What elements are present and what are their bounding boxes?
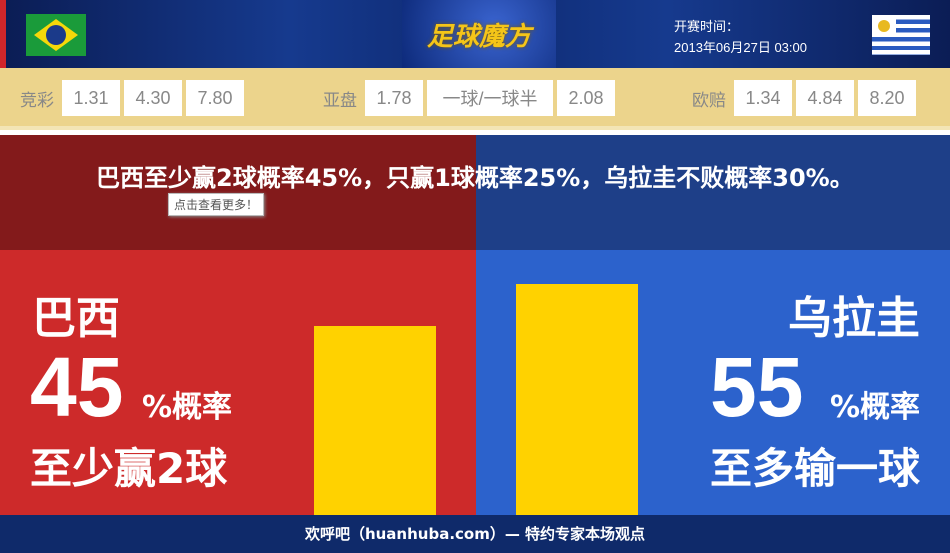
headline-link[interactable]: 巴西至少赢2球概率45%，只赢1球概率25%，乌拉圭不败概率30%。 <box>96 164 854 192</box>
odds-value: 8.20 <box>858 80 916 116</box>
odds-jingcai: 竞彩 1.31 4.30 7.80 <box>20 80 244 116</box>
time-value: 2013年06月27日 03:00 <box>674 40 807 55</box>
tooltip: 点击查看更多！ <box>168 193 265 216</box>
away-percent: 55 <box>710 340 804 434</box>
odds-value: 2.08 <box>557 80 615 116</box>
match-time: 开赛时间： 2013年06月27日 03:00 <box>674 16 807 58</box>
home-desc: 至少赢2球 <box>30 444 228 493</box>
home-probability-bar <box>314 326 436 515</box>
uruguay-flag-icon <box>872 15 930 55</box>
odds-bar: 竞彩 1.31 4.30 7.80 亚盘 1.78 一球/一球半 2.08 欧赔… <box>0 68 950 130</box>
odds-yapan: 亚盘 1.78 一球/一球半 2.08 <box>323 80 615 116</box>
odds-label: 竞彩 <box>20 90 54 111</box>
home-percent: 45 <box>30 340 124 434</box>
logo-box: 足球魔方 <box>402 0 556 68</box>
home-unit: %概率 <box>142 390 233 425</box>
away-probability-bar <box>516 284 638 515</box>
odds-value: 1.31 <box>62 80 120 116</box>
odds-value: 4.84 <box>796 80 854 116</box>
home-team-name: 巴西 <box>32 293 120 344</box>
odds-value: 1.34 <box>734 80 792 116</box>
odds-value: 7.80 <box>186 80 244 116</box>
banner-left <box>0 135 476 250</box>
odds-label: 亚盘 <box>323 90 357 111</box>
footer: 欢呼吧（huanhuba.com）— 特约专家本场观点 <box>0 515 950 553</box>
brazil-flag-icon <box>26 14 86 56</box>
time-label: 开赛时间： <box>674 19 740 34</box>
logo: 足球魔方 <box>426 22 531 52</box>
away-unit: %概率 <box>829 390 920 425</box>
away-desc: 至多输一球 <box>709 444 920 493</box>
home-panel: 巴西 45 %概率 至少赢2球 <box>0 250 476 515</box>
away-team-name: 乌拉圭 <box>788 293 920 344</box>
odds-value: 4.30 <box>124 80 182 116</box>
odds-value: 一球/一球半 <box>427 80 553 116</box>
header: 足球魔方 开赛时间： 2013年06月27日 03:00 <box>0 0 950 68</box>
banner-right <box>476 135 950 250</box>
odds-ouzhi: 欧赔 1.34 4.84 8.20 <box>692 80 916 116</box>
odds-value: 1.78 <box>365 80 423 116</box>
away-panel: 乌拉圭 55 %概率 至多输一球 <box>476 250 950 515</box>
odds-label: 欧赔 <box>692 90 726 111</box>
